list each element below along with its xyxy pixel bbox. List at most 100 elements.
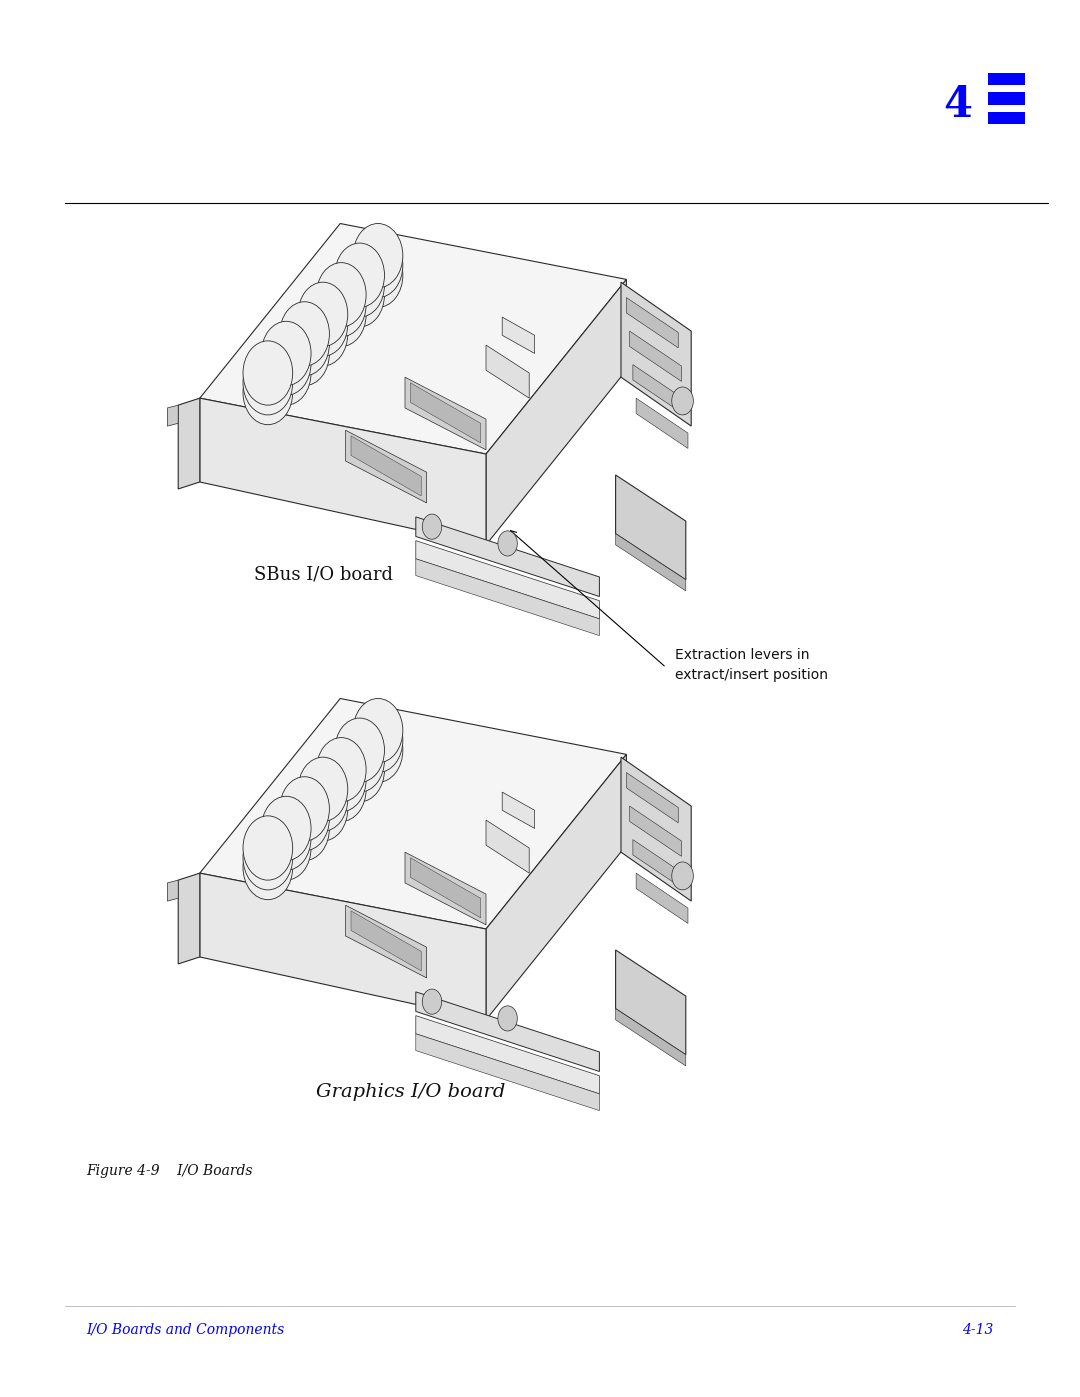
Text: 4-13: 4-13	[962, 1323, 994, 1337]
Circle shape	[422, 514, 442, 539]
Polygon shape	[167, 405, 178, 426]
Circle shape	[243, 351, 293, 415]
Polygon shape	[616, 1009, 686, 1066]
Polygon shape	[416, 1016, 599, 1094]
Text: 4: 4	[943, 84, 972, 126]
Polygon shape	[351, 911, 421, 971]
Text: Graphics I/O board: Graphics I/O board	[315, 1083, 505, 1101]
Polygon shape	[621, 757, 691, 901]
Circle shape	[353, 718, 403, 782]
Polygon shape	[405, 852, 486, 925]
Circle shape	[353, 233, 403, 298]
Circle shape	[243, 341, 293, 405]
Polygon shape	[416, 992, 599, 1071]
Circle shape	[353, 243, 403, 307]
Circle shape	[335, 738, 384, 802]
Text: Figure 4-9    I/O Boards: Figure 4-9 I/O Boards	[86, 1164, 253, 1178]
Polygon shape	[636, 398, 688, 448]
Circle shape	[335, 263, 384, 327]
Polygon shape	[502, 317, 535, 353]
Polygon shape	[616, 475, 686, 580]
Circle shape	[335, 718, 384, 782]
Circle shape	[261, 321, 311, 386]
Polygon shape	[633, 840, 685, 890]
Circle shape	[261, 816, 311, 880]
Circle shape	[335, 253, 384, 317]
Polygon shape	[616, 950, 686, 1055]
FancyBboxPatch shape	[988, 92, 1025, 105]
Circle shape	[335, 728, 384, 792]
Circle shape	[280, 321, 329, 386]
Circle shape	[353, 224, 403, 288]
Polygon shape	[636, 873, 688, 923]
Polygon shape	[630, 806, 681, 856]
Circle shape	[261, 341, 311, 405]
Polygon shape	[486, 279, 626, 545]
Circle shape	[261, 331, 311, 395]
Circle shape	[280, 777, 329, 841]
Circle shape	[672, 862, 693, 890]
Polygon shape	[416, 541, 599, 619]
Polygon shape	[178, 398, 200, 489]
Polygon shape	[410, 383, 481, 443]
Circle shape	[261, 806, 311, 870]
Circle shape	[298, 302, 348, 366]
Circle shape	[498, 531, 517, 556]
Polygon shape	[200, 224, 626, 454]
Polygon shape	[502, 792, 535, 828]
Circle shape	[316, 272, 366, 337]
Circle shape	[316, 738, 366, 802]
Polygon shape	[200, 398, 486, 545]
Circle shape	[298, 757, 348, 821]
Polygon shape	[626, 773, 678, 823]
Circle shape	[422, 989, 442, 1014]
Circle shape	[316, 263, 366, 327]
Polygon shape	[346, 430, 427, 503]
Text: Extraction levers in: Extraction levers in	[675, 648, 810, 662]
Circle shape	[316, 757, 366, 821]
Polygon shape	[416, 559, 599, 636]
Text: extract/insert position: extract/insert position	[675, 668, 828, 682]
Polygon shape	[410, 858, 481, 918]
Circle shape	[280, 787, 329, 851]
Circle shape	[280, 796, 329, 861]
Circle shape	[316, 282, 366, 346]
Circle shape	[353, 708, 403, 773]
Polygon shape	[486, 345, 529, 398]
Circle shape	[298, 292, 348, 356]
Circle shape	[672, 387, 693, 415]
Polygon shape	[405, 377, 486, 450]
Circle shape	[498, 1006, 517, 1031]
Polygon shape	[416, 1034, 599, 1111]
Polygon shape	[346, 905, 427, 978]
Polygon shape	[351, 436, 421, 496]
Polygon shape	[178, 873, 200, 964]
Polygon shape	[416, 517, 599, 597]
Circle shape	[298, 282, 348, 346]
Circle shape	[353, 698, 403, 763]
Circle shape	[243, 826, 293, 890]
Polygon shape	[626, 298, 678, 348]
Circle shape	[261, 796, 311, 861]
Circle shape	[298, 777, 348, 841]
Circle shape	[243, 816, 293, 880]
Polygon shape	[621, 282, 691, 426]
Circle shape	[280, 302, 329, 366]
Text: I/O Boards and Components: I/O Boards and Components	[86, 1323, 285, 1337]
Polygon shape	[633, 365, 685, 415]
Circle shape	[298, 767, 348, 831]
Polygon shape	[616, 534, 686, 591]
Circle shape	[243, 360, 293, 425]
Circle shape	[335, 243, 384, 307]
Circle shape	[316, 747, 366, 812]
Polygon shape	[486, 754, 626, 1020]
Circle shape	[243, 835, 293, 900]
Circle shape	[280, 312, 329, 376]
FancyBboxPatch shape	[988, 73, 1025, 85]
Polygon shape	[200, 698, 626, 929]
FancyBboxPatch shape	[988, 112, 1025, 124]
Text: SBus I/O board: SBus I/O board	[255, 566, 393, 584]
Polygon shape	[630, 331, 681, 381]
Polygon shape	[200, 873, 486, 1020]
Polygon shape	[167, 880, 178, 901]
